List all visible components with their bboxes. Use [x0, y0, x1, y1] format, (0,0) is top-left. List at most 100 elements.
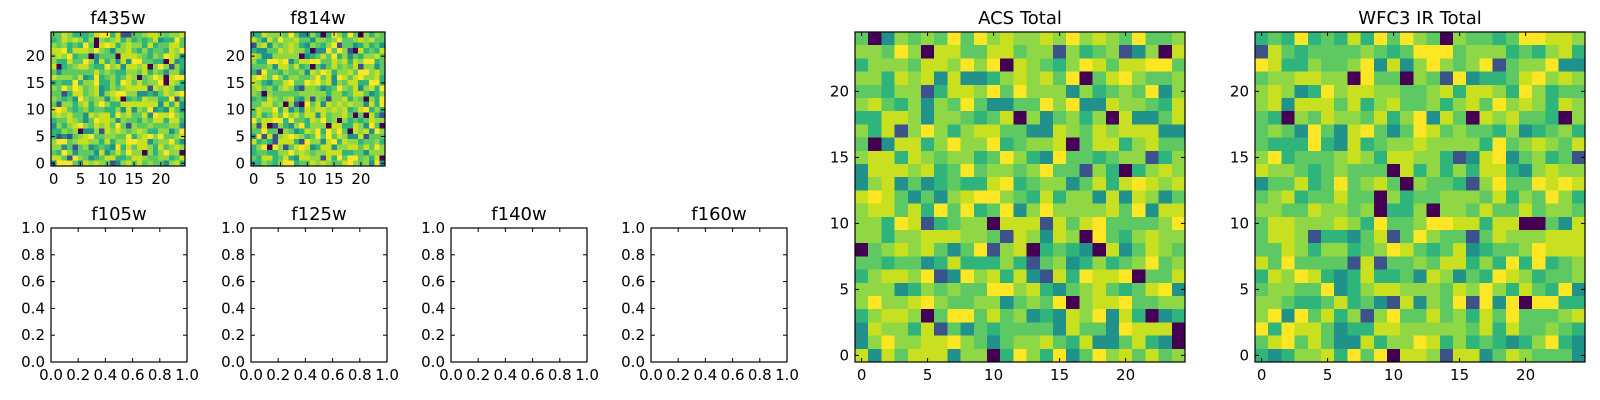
heatmap-cell: [379, 58, 386, 65]
heatmap-cell: [1294, 98, 1309, 112]
heatmap-cell: [1105, 45, 1120, 59]
heatmap-cell: [267, 69, 274, 76]
heatmap-cell: [347, 69, 354, 76]
heatmap-cell: [1145, 45, 1160, 59]
heatmap-cell: [1066, 282, 1080, 297]
heatmap-cell: [358, 48, 365, 55]
heatmap-cell: [1079, 84, 1094, 99]
heatmap-cell: [363, 128, 370, 135]
heatmap-cell: [1026, 296, 1041, 310]
heatmap-cell: [1321, 177, 1335, 191]
heatmap-cell: [315, 107, 322, 113]
x-tick-label: 1.0: [775, 366, 799, 384]
heatmap-cell: [1119, 124, 1133, 139]
heatmap-cell: [947, 256, 962, 271]
heatmap-cell: [1013, 32, 1028, 46]
heatmap-cell: [1321, 230, 1335, 244]
heatmap-cell: [109, 90, 116, 97]
heatmap-cell: [256, 139, 263, 146]
heatmap-cell: [72, 48, 79, 55]
heatmap-cell: [379, 96, 386, 103]
heatmap-cell: [77, 123, 84, 130]
heatmap-cell: [304, 139, 311, 146]
heatmap-cell: [256, 96, 263, 103]
heatmap-cell: [1132, 124, 1146, 139]
heatmap-cell: [1400, 335, 1414, 350]
heatmap-cell: [1545, 203, 1560, 218]
heatmap-cell: [1255, 177, 1269, 191]
heatmap-cell: [1347, 45, 1362, 59]
heatmap-cell: [1400, 243, 1414, 257]
heatmap-cell: [374, 123, 381, 130]
heatmap-cell: [1053, 98, 1067, 112]
heatmap-cells: [51, 32, 186, 167]
heatmap-cell: [352, 160, 359, 167]
heatmap-cell: [142, 69, 149, 76]
heatmap-cell: [277, 133, 284, 140]
heatmap-cell: [272, 42, 279, 49]
heatmap-cell: [347, 155, 354, 162]
heatmap-cell: [855, 137, 869, 152]
heatmap-cell: [83, 64, 90, 71]
heatmap-cell: [331, 139, 338, 146]
heatmap-cell: [288, 42, 295, 49]
heatmap-cell: [987, 71, 1001, 86]
heatmap-cell: [67, 144, 74, 151]
heatmap-cell: [907, 335, 922, 350]
heatmap-cell: [158, 96, 165, 103]
heatmap-cell: [109, 58, 116, 65]
heatmap-cell: [1013, 98, 1028, 112]
heatmap-cell: [1439, 45, 1454, 59]
heatmap-cell: [1281, 216, 1296, 231]
heatmap-cell: [77, 128, 84, 135]
heatmap-cell: [1053, 58, 1067, 73]
heatmap-cell: [934, 137, 948, 152]
heatmap-cell: [88, 90, 95, 97]
heatmap-cell: [299, 107, 306, 113]
heatmap-cell: [147, 42, 154, 49]
heatmap-cell: [374, 117, 381, 124]
heatmap-cell: [168, 37, 175, 44]
heatmap-cell: [1066, 71, 1080, 86]
heatmap-cell: [987, 58, 1001, 73]
heatmap-cell: [1171, 203, 1186, 218]
heatmap-cells: [1255, 32, 1586, 363]
y-tick-label: 1.0: [421, 219, 445, 237]
heatmap-cell: [1400, 256, 1414, 271]
heatmap-cell: [1532, 216, 1546, 231]
heatmap-cell: [179, 64, 186, 71]
heatmap-cell: [83, 96, 90, 103]
heatmap-cell: [88, 96, 95, 103]
heatmap-cell: [1294, 71, 1309, 86]
heatmap-cell: [293, 96, 300, 103]
heatmap-cell: [1545, 296, 1560, 310]
heatmap-cell: [315, 144, 322, 151]
heatmap-cell: [1281, 164, 1296, 178]
heatmap-cell: [256, 37, 263, 44]
heatmap-cell: [136, 155, 143, 162]
heatmap-cell: [1360, 58, 1375, 73]
heatmap-cell: [120, 123, 127, 130]
heatmap-cell: [1466, 58, 1480, 73]
heatmap-cell: [1281, 111, 1296, 125]
heatmap-cell: [1171, 124, 1186, 139]
heatmap-cell: [1453, 124, 1467, 139]
heatmap-cell: [1492, 269, 1507, 284]
heatmap-cell: [1066, 203, 1080, 218]
heatmap-cell: [1158, 71, 1173, 86]
heatmap-cell: [288, 69, 295, 76]
heatmap-cell: [1373, 190, 1388, 205]
heatmap-cell: [358, 85, 365, 92]
heatmap-cell: [1066, 216, 1080, 231]
heatmap-cell: [1439, 269, 1454, 284]
heatmap-cell: [374, 90, 381, 97]
heatmap-cell: [1000, 296, 1014, 310]
heatmap-cell: [347, 74, 354, 81]
heatmap-cell: [104, 144, 111, 151]
heatmap-cell: [1373, 71, 1388, 86]
heatmap-cell: [83, 117, 90, 124]
heatmap-cell: [293, 117, 300, 124]
heatmap-cell: [72, 64, 79, 71]
heatmap-cell: [72, 101, 79, 108]
